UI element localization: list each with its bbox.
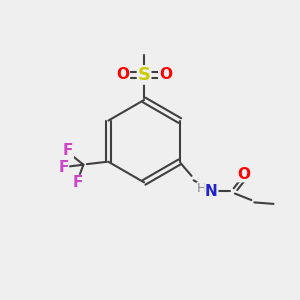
Text: N: N bbox=[205, 184, 218, 199]
Text: O: O bbox=[159, 68, 172, 82]
Text: O: O bbox=[237, 167, 250, 182]
Text: F: F bbox=[63, 143, 73, 158]
Text: H: H bbox=[197, 182, 207, 195]
Text: O: O bbox=[116, 68, 129, 82]
Text: F: F bbox=[58, 160, 68, 175]
Text: S: S bbox=[138, 66, 151, 84]
Text: F: F bbox=[73, 176, 83, 190]
